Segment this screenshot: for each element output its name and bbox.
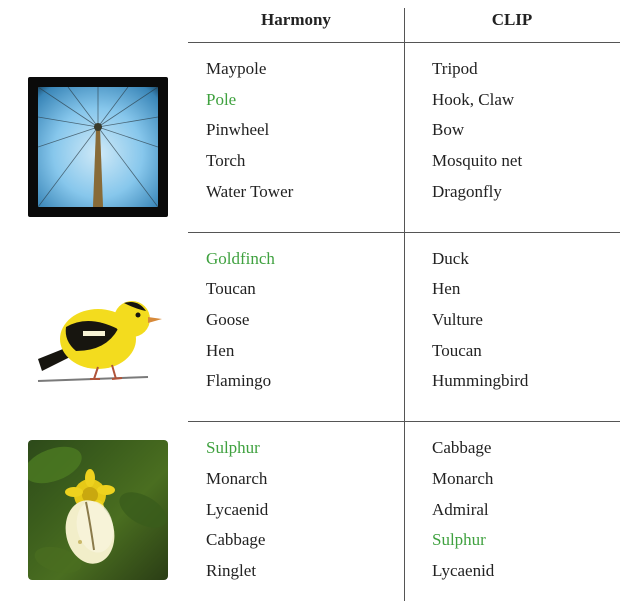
image-cell-2 bbox=[8, 238, 188, 420]
list-item: Cabbage bbox=[206, 528, 394, 553]
list-item: Maypole bbox=[206, 57, 394, 82]
list-item: Flamingo bbox=[206, 369, 394, 394]
list-item: Sulphur bbox=[432, 528, 610, 553]
section-row-1: Maypole Pole Pinwheel Torch Water Tower … bbox=[188, 42, 620, 232]
harmony-list-2: Goldfinch Toucan Goose Hen Flamingo bbox=[188, 247, 404, 408]
list-item: Dragonfly bbox=[432, 180, 610, 205]
list-item: Monarch bbox=[206, 467, 394, 492]
list-item: Bow bbox=[432, 118, 610, 143]
list-item: Cabbage bbox=[432, 436, 610, 461]
list-item: Torch bbox=[206, 149, 394, 174]
image-cell-3 bbox=[8, 419, 188, 601]
list-item: Hen bbox=[432, 277, 610, 302]
image-cell-1 bbox=[8, 56, 188, 238]
list-item: Lycaenid bbox=[206, 498, 394, 523]
list-item: Mosquito net bbox=[432, 149, 610, 174]
goldfinch-drawing bbox=[28, 259, 168, 399]
list-item: Tripod bbox=[432, 57, 610, 82]
list-item: Vulture bbox=[432, 308, 610, 333]
list-item: Pole bbox=[206, 88, 394, 113]
section-row-3: Sulphur Monarch Lycaenid Cabbage Ringlet… bbox=[188, 421, 620, 601]
harmony-list-3: Sulphur Monarch Lycaenid Cabbage Ringlet bbox=[188, 436, 404, 597]
list-item: Sulphur bbox=[206, 436, 394, 461]
list-item: Admiral bbox=[432, 498, 610, 523]
clip-list-2: Duck Hen Vulture Toucan Hummingbird bbox=[404, 247, 620, 408]
header-clip: CLIP bbox=[404, 8, 620, 30]
list-item: Water Tower bbox=[206, 180, 394, 205]
sulphur-butterfly-photo bbox=[28, 440, 168, 580]
header-spacer bbox=[8, 8, 188, 56]
list-item: Monarch bbox=[432, 467, 610, 492]
vertical-divider bbox=[404, 233, 405, 422]
list-item: Pinwheel bbox=[206, 118, 394, 143]
list-item: Toucan bbox=[432, 339, 610, 364]
table-header-row: Harmony CLIP bbox=[188, 8, 620, 42]
vertical-divider bbox=[404, 8, 405, 42]
header-harmony: Harmony bbox=[188, 8, 404, 30]
list-item: Hummingbird bbox=[432, 369, 610, 394]
vertical-divider bbox=[404, 43, 405, 232]
clip-list-3: Cabbage Monarch Admiral Sulphur Lycaenid bbox=[404, 436, 620, 597]
list-item: Hen bbox=[206, 339, 394, 364]
list-item: Goldfinch bbox=[206, 247, 394, 272]
list-item: Lycaenid bbox=[432, 559, 610, 584]
table-column: Harmony CLIP Maypole Pole Pinwheel Torch… bbox=[188, 8, 620, 601]
list-item: Goose bbox=[206, 308, 394, 333]
list-item: Ringlet bbox=[206, 559, 394, 584]
section-row-2: Goldfinch Toucan Goose Hen Flamingo Duck… bbox=[188, 232, 620, 422]
list-item: Toucan bbox=[206, 277, 394, 302]
clip-list-1: Tripod Hook, Claw Bow Mosquito net Drago… bbox=[404, 57, 620, 218]
list-item: Hook, Claw bbox=[432, 88, 610, 113]
vertical-divider bbox=[404, 422, 405, 601]
harmony-list-1: Maypole Pole Pinwheel Torch Water Tower bbox=[188, 57, 404, 218]
comparison-figure: Harmony CLIP Maypole Pole Pinwheel Torch… bbox=[8, 8, 620, 601]
image-column bbox=[8, 8, 188, 601]
list-item: Duck bbox=[432, 247, 610, 272]
pole-sky-photo bbox=[28, 77, 168, 217]
